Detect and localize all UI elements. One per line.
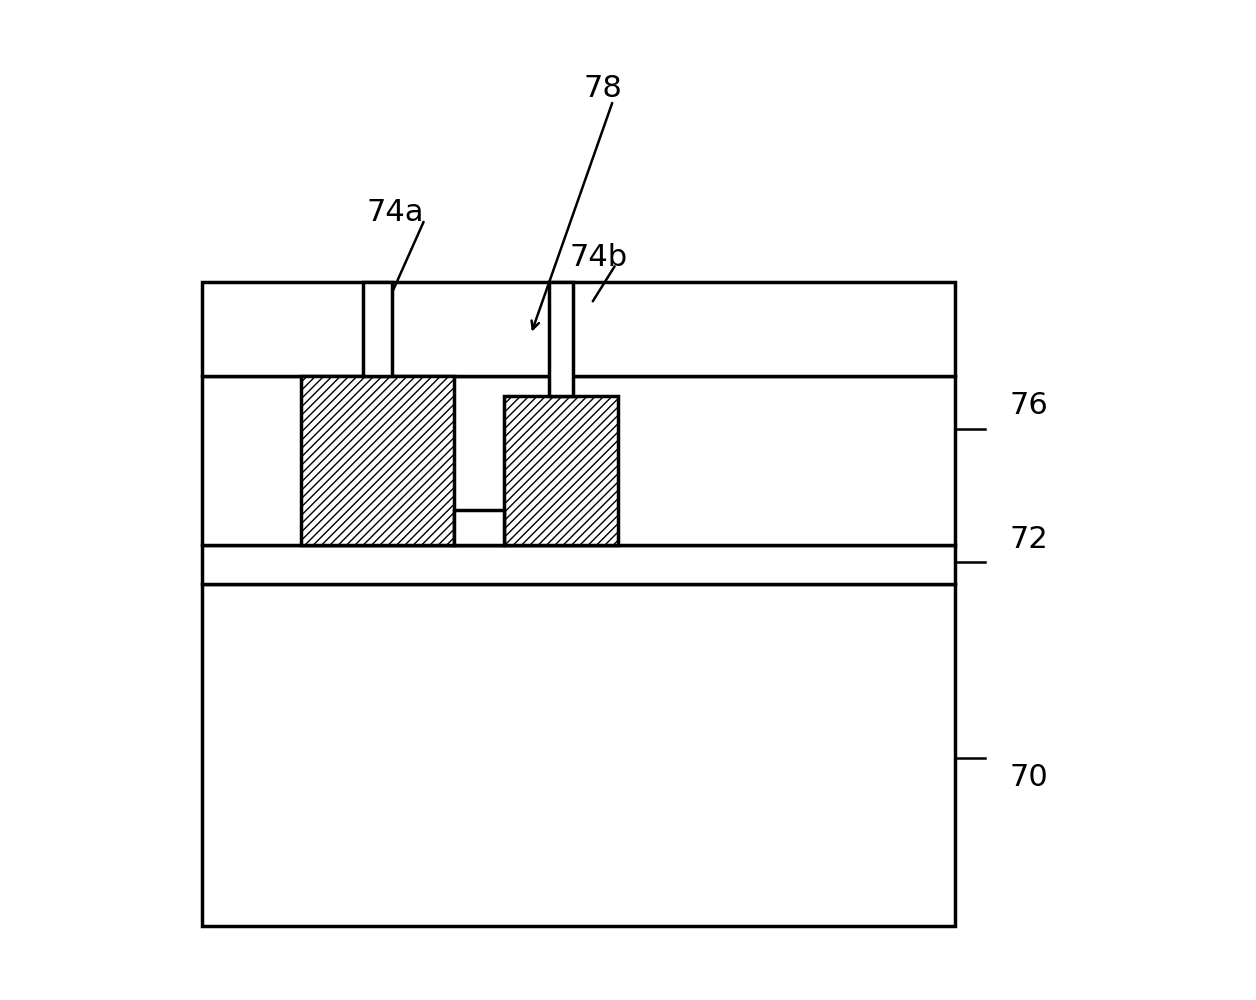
Bar — [201, 376, 956, 545]
Bar — [201, 545, 956, 584]
Text: 78: 78 — [584, 74, 623, 103]
Bar — [201, 282, 956, 376]
Bar — [504, 396, 618, 545]
Bar — [455, 510, 504, 545]
Text: 72: 72 — [1010, 525, 1049, 554]
Text: 70: 70 — [1010, 763, 1049, 792]
Bar — [201, 584, 956, 926]
Text: 76: 76 — [1010, 391, 1049, 420]
Text: 74a: 74a — [367, 198, 423, 227]
Bar — [549, 282, 574, 396]
Bar — [300, 376, 455, 545]
Bar — [363, 282, 392, 376]
Text: 74b: 74b — [569, 243, 627, 272]
